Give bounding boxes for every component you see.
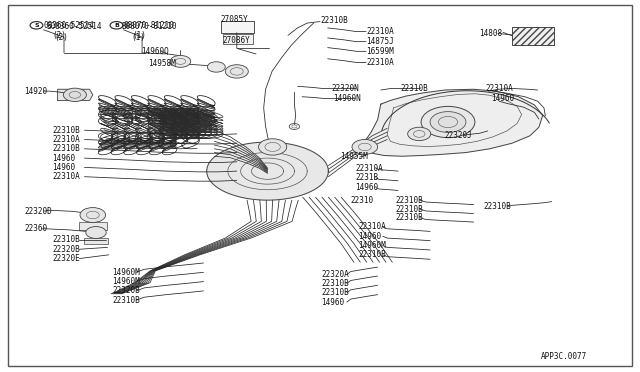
Circle shape (170, 55, 191, 67)
Text: (1): (1) (131, 33, 145, 42)
Bar (512, 27, 554, 45)
Text: APP3C.0077: APP3C.0077 (541, 352, 587, 361)
Text: 22310B: 22310B (112, 296, 140, 305)
Bar (221, 21, 254, 33)
Text: 22320J: 22320J (445, 131, 472, 140)
Text: 27085Y: 27085Y (221, 15, 248, 24)
Circle shape (421, 106, 475, 138)
Circle shape (80, 208, 106, 222)
Circle shape (63, 88, 86, 102)
Text: 22310A: 22310A (52, 135, 80, 144)
Text: 22310: 22310 (351, 196, 374, 205)
Text: 22310B: 22310B (321, 288, 349, 297)
Text: 22310B: 22310B (52, 144, 80, 153)
Text: 2231B: 2231B (355, 173, 378, 182)
Text: 14958M: 14958M (148, 60, 176, 68)
Text: 22320A: 22320A (321, 270, 349, 279)
Text: 14920: 14920 (24, 87, 47, 96)
Text: 14960: 14960 (52, 163, 76, 172)
Polygon shape (366, 89, 543, 156)
Text: 14808: 14808 (479, 29, 502, 38)
Text: 14960Q: 14960Q (141, 47, 168, 56)
Text: 08360-52514: 08360-52514 (44, 21, 94, 30)
Text: 22320B: 22320B (52, 245, 80, 254)
Circle shape (408, 127, 431, 141)
Text: B08070-81210: B08070-81210 (122, 22, 177, 31)
Text: 14960M: 14960M (112, 268, 140, 277)
Text: 14875J: 14875J (366, 37, 394, 46)
Text: 22310B: 22310B (52, 126, 80, 135)
Polygon shape (58, 89, 93, 100)
Circle shape (259, 139, 287, 155)
Text: 22310A: 22310A (358, 222, 386, 231)
Text: 22310B: 22310B (358, 250, 386, 259)
Text: 14960: 14960 (321, 298, 344, 307)
Text: 22310B: 22310B (396, 213, 423, 222)
Text: 14960N: 14960N (333, 94, 360, 103)
Text: S08360-52514: S08360-52514 (46, 22, 102, 31)
Bar (84, 238, 108, 244)
Circle shape (352, 140, 378, 154)
Circle shape (86, 227, 106, 238)
Text: 22320N: 22320N (332, 84, 359, 93)
Text: 22310A: 22310A (355, 164, 383, 173)
Text: (1): (1) (132, 31, 147, 40)
Text: 22310A: 22310A (52, 172, 80, 181)
Text: B: B (114, 23, 119, 28)
Text: S: S (34, 23, 39, 28)
Polygon shape (207, 142, 328, 200)
Text: (2): (2) (54, 33, 68, 42)
Text: (2): (2) (52, 31, 67, 40)
Text: 22310A: 22310A (485, 84, 513, 93)
Circle shape (430, 112, 466, 132)
Circle shape (225, 65, 248, 78)
Text: 14960: 14960 (492, 94, 515, 103)
Text: 16599M: 16599M (366, 47, 394, 56)
Text: 22310B: 22310B (400, 84, 428, 93)
Text: 22320B: 22320B (112, 286, 140, 295)
Text: 22310B: 22310B (320, 16, 348, 25)
Text: 14955M: 14955M (340, 153, 368, 161)
Text: 22320E: 22320E (52, 254, 80, 263)
Text: 22310B: 22310B (321, 279, 349, 288)
Circle shape (207, 62, 225, 72)
Text: 22360: 22360 (24, 224, 47, 233)
Text: 14960: 14960 (355, 183, 378, 192)
Text: 22310A: 22310A (366, 58, 394, 67)
Text: 27086Y: 27086Y (223, 36, 250, 45)
Text: 22310B: 22310B (52, 235, 80, 244)
Text: 08070-81210: 08070-81210 (124, 21, 174, 30)
Text: 22320D: 22320D (24, 207, 52, 216)
Text: 22310B: 22310B (483, 202, 511, 211)
Text: 14960M: 14960M (112, 277, 140, 286)
Text: 22310A: 22310A (366, 27, 394, 36)
Text: 14960: 14960 (358, 232, 381, 241)
Text: 22310B: 22310B (396, 196, 423, 205)
Text: 22310B: 22310B (396, 205, 423, 214)
Bar (223, 34, 253, 44)
Text: 14960M: 14960M (358, 241, 386, 250)
Bar (79, 222, 107, 230)
Text: 14960: 14960 (52, 154, 76, 163)
